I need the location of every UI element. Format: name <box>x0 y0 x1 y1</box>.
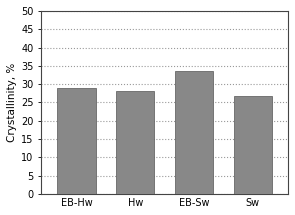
Y-axis label: Crystallinity, %: Crystallinity, % <box>7 63 17 142</box>
Bar <box>234 96 272 194</box>
Bar <box>116 91 154 194</box>
Bar <box>58 88 96 194</box>
Bar <box>175 71 213 194</box>
